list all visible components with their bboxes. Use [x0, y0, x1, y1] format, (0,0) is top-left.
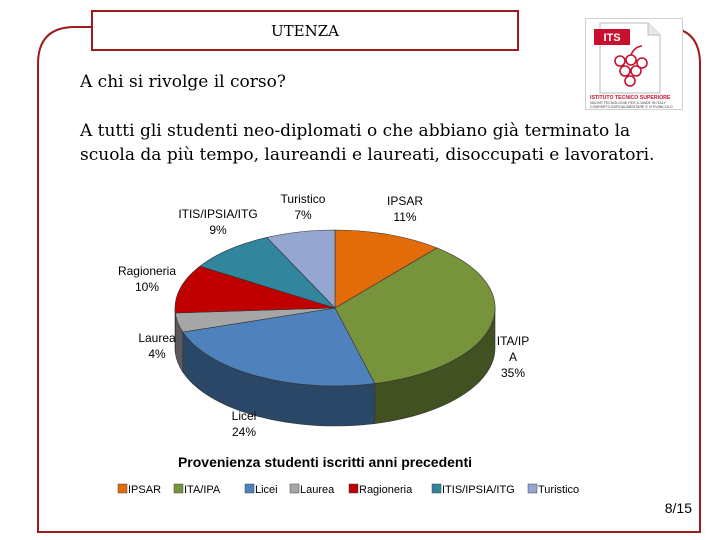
its-logo-line2: NUOVE TECNOLOGIE PER IL MADE IN ITALY — [590, 101, 667, 105]
page-number: 8/15 — [664, 500, 692, 516]
its-logo-graphic: ITS ISTITUTO TECNICO SUPERIORE NUOVE TEC… — [590, 22, 673, 109]
slide-description: A tutti gli studenti neo-diplomati o che… — [80, 121, 655, 165]
slide-title: UTENZA — [91, 10, 519, 51]
its-logo-line1: ISTITUTO TECNICO SUPERIORE — [590, 95, 671, 101]
grape-icon — [614, 45, 648, 87]
its-logo-badge: ITS — [603, 32, 620, 44]
its-logo-line3: COMPARTO AGROALIMENTARE E VITIVINICOLO — [590, 105, 673, 109]
slide-heading: A chi si rivolge il corso? — [80, 72, 286, 92]
its-logo: ITS ISTITUTO TECNICO SUPERIORE NUOVE TEC… — [585, 18, 683, 110]
slide-title-text: UTENZA — [271, 21, 339, 40]
